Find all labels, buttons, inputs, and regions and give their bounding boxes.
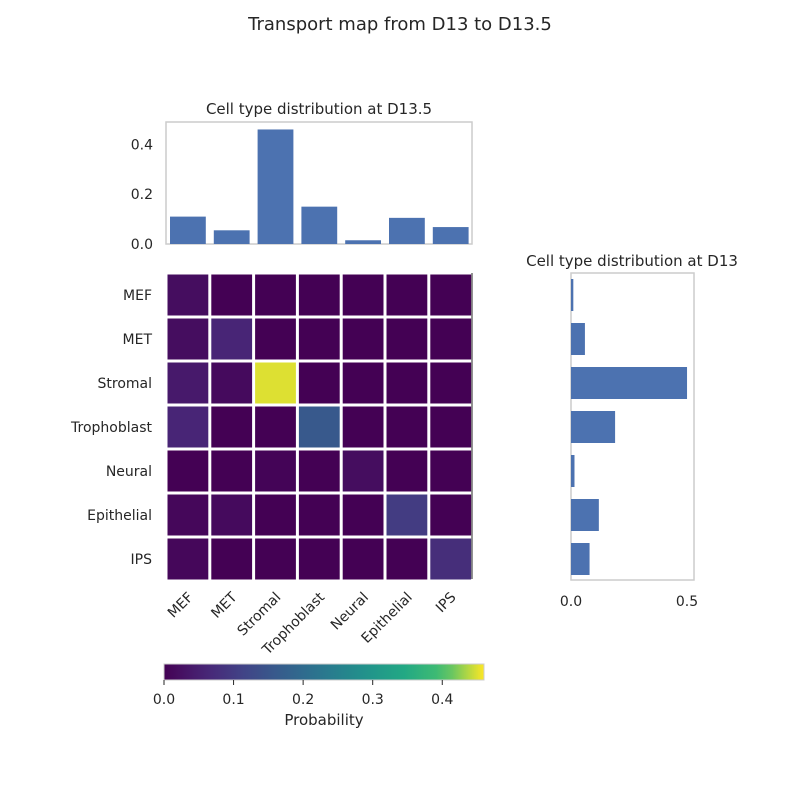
top-chart-title: Cell type distribution at D13.5 bbox=[206, 100, 432, 118]
heatmap-cell-0-3 bbox=[298, 274, 340, 316]
heatmap-cell-2-4 bbox=[342, 362, 384, 404]
heatmap-cell-4-1 bbox=[211, 450, 253, 492]
colorbar-tick-label: 0.4 bbox=[431, 692, 453, 708]
right-x-tick-label: 0.0 bbox=[560, 594, 582, 610]
heatmap-cell-6-5 bbox=[386, 538, 428, 580]
heatmap-cell-5-5 bbox=[386, 494, 428, 536]
heatmap-cell-2-6 bbox=[430, 362, 472, 404]
heatmap-col-label: MEF bbox=[165, 590, 197, 622]
heatmap-row-label: MET bbox=[123, 332, 153, 348]
colorbar-tick-label: 0.0 bbox=[153, 692, 175, 708]
colorbar-tick-label: 0.2 bbox=[292, 692, 314, 708]
heatmap-cell-6-6 bbox=[430, 538, 472, 580]
heatmap-cell-5-3 bbox=[298, 494, 340, 536]
top-bar-MEF bbox=[170, 216, 206, 244]
heatmap-cell-6-4 bbox=[342, 538, 384, 580]
heatmap-cell-0-1 bbox=[211, 274, 253, 316]
heatmap-row-label: MEF bbox=[123, 288, 152, 304]
heatmap-cell-1-0 bbox=[167, 318, 209, 360]
top-bar-chart: Cell type distribution at D13.5 0.0 0.2 0.4 bbox=[131, 100, 473, 253]
heatmap-cell-2-2 bbox=[255, 362, 296, 404]
heatmap-cell-4-2 bbox=[255, 450, 296, 492]
top-bar-MET bbox=[213, 230, 250, 244]
heatmap-cell-6-0 bbox=[167, 538, 209, 580]
heatmap-cell-5-2 bbox=[255, 494, 296, 536]
heatmap-cell-2-0 bbox=[167, 362, 209, 404]
heatmap-cell-1-2 bbox=[255, 318, 296, 360]
heatmap-cell-0-0 bbox=[167, 274, 209, 316]
heatmap-cell-0-4 bbox=[342, 274, 384, 316]
heatmap-cell-6-1 bbox=[211, 538, 253, 580]
heatmap-chart: MEF MET Stromal Trophoblast Neural Epithelial… bbox=[70, 273, 473, 659]
heatmap-cell-5-4 bbox=[342, 494, 384, 536]
heatmap-cell-3-6 bbox=[430, 406, 472, 448]
right-x-tick-label: 0.5 bbox=[676, 594, 698, 610]
heatmap-cell-0-5 bbox=[386, 274, 428, 316]
right-bar-Neural bbox=[571, 455, 575, 487]
heatmap-cell-1-1 bbox=[211, 318, 253, 360]
heatmap-col-label: Neural bbox=[328, 590, 372, 634]
heatmap-cell-0-6 bbox=[430, 274, 472, 316]
heatmap-cell-3-5 bbox=[386, 406, 428, 448]
colorbar: 0.0 0.1 0.2 0.3 0.4 Probability bbox=[153, 663, 485, 729]
top-y-tick-label: 0.2 bbox=[131, 187, 153, 203]
right-bar-MET bbox=[571, 323, 585, 355]
right-bar-MEF bbox=[571, 279, 574, 311]
colorbar-tick-label: 0.1 bbox=[222, 692, 244, 708]
heatmap-cell-1-5 bbox=[386, 318, 428, 360]
right-bar-Stromal bbox=[571, 367, 688, 399]
heatmap-cell-4-5 bbox=[386, 450, 428, 492]
heatmap-cell-3-4 bbox=[342, 406, 384, 448]
colorbar-label: Probability bbox=[284, 711, 363, 729]
heatmap-cell-5-1 bbox=[211, 494, 253, 536]
heatmap-cell-2-1 bbox=[211, 362, 253, 404]
heatmap-cell-2-3 bbox=[298, 362, 340, 404]
top-y-tick-label: 0.4 bbox=[131, 137, 153, 153]
heatmap-cell-3-3 bbox=[298, 406, 340, 448]
top-bar-Stromal bbox=[257, 129, 294, 244]
heatmap-row-label: IPS bbox=[131, 552, 153, 568]
heatmap-cell-3-0 bbox=[167, 406, 209, 448]
heatmap-row-label: Trophoblast bbox=[70, 420, 152, 436]
heatmap-cell-6-3 bbox=[298, 538, 340, 580]
heatmap-cell-5-0 bbox=[167, 494, 209, 536]
right-bar-Trophoblast bbox=[571, 411, 616, 443]
top-y-tick-label: 0.0 bbox=[131, 237, 153, 253]
colorbar-bar bbox=[163, 663, 485, 681]
heatmap-cell-5-6 bbox=[430, 494, 472, 536]
heatmap-cell-1-6 bbox=[430, 318, 472, 360]
right-bar-Epithelial bbox=[571, 499, 599, 531]
top-bar-Trophoblast bbox=[301, 206, 338, 244]
figure-title: Transport map from D13 to D13.5 bbox=[247, 14, 552, 35]
heatmap-cell-1-4 bbox=[342, 318, 384, 360]
heatmap-cell-4-6 bbox=[430, 450, 472, 492]
heatmap-cell-3-1 bbox=[211, 406, 253, 448]
heatmap-cell-4-4 bbox=[342, 450, 384, 492]
right-chart-title: Cell type distribution at D13 bbox=[526, 252, 738, 270]
heatmap-cell-4-3 bbox=[298, 450, 340, 492]
top-bar-Neural bbox=[345, 240, 381, 244]
heatmap-cell-6-2 bbox=[255, 538, 296, 580]
heatmap-row-label: Neural bbox=[106, 464, 152, 480]
heatmap-cell-2-5 bbox=[386, 362, 428, 404]
heatmap-cell-3-2 bbox=[255, 406, 296, 448]
heatmap-cell-1-3 bbox=[298, 318, 340, 360]
right-bar-chart: Cell type distribution at D13 0.0 0.5 bbox=[526, 252, 738, 610]
heatmap-row-label: Stromal bbox=[98, 376, 153, 392]
heatmap-row-label: Epithelial bbox=[87, 508, 152, 524]
top-bar-Epithelial bbox=[389, 217, 425, 244]
heatmap-col-label: MET bbox=[208, 589, 240, 621]
heatmap-col-label: IPS bbox=[433, 589, 460, 616]
colorbar-tick-label: 0.3 bbox=[362, 692, 384, 708]
top-bar-IPS bbox=[432, 227, 469, 244]
heatmap-cell-4-0 bbox=[167, 450, 209, 492]
right-bar-IPS bbox=[571, 543, 590, 575]
heatmap-cell-0-2 bbox=[255, 274, 296, 316]
